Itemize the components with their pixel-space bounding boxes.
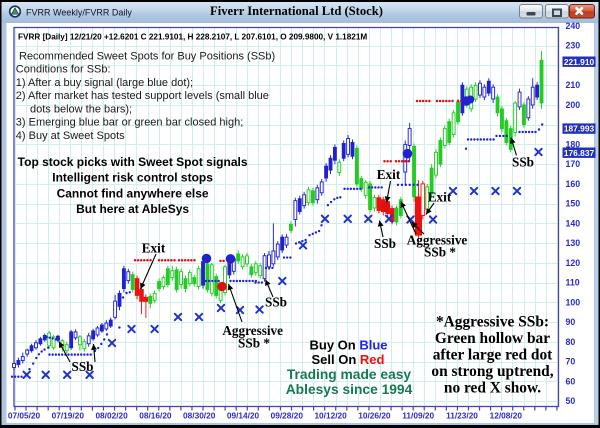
svg-text:3) Emerging blue bar or green: 3) Emerging blue bar or green bar closed… — [16, 117, 243, 129]
svg-text:130: 130 — [566, 238, 581, 248]
svg-text:Top stock picks with Sweet Spo: Top stock picks with Sweet Spot signals — [18, 155, 248, 169]
svg-text:10/26/20: 10/26/20 — [358, 411, 391, 421]
svg-text:70: 70 — [566, 357, 576, 367]
svg-text:SSb: SSb — [512, 155, 534, 170]
svg-text:60: 60 — [566, 376, 576, 386]
svg-text:SSb: SSb — [374, 236, 396, 251]
svg-text:SSb *: SSb * — [424, 245, 456, 260]
svg-text:09/14/20: 09/14/20 — [227, 411, 260, 421]
svg-text:after large red dot: after large red dot — [433, 347, 553, 364]
svg-text:240: 240 — [566, 21, 581, 31]
svg-text:4) Buy at Sweet Spots: 4) Buy at Sweet Spots — [16, 130, 125, 142]
svg-text:Sell On Red: Sell On Red — [312, 352, 385, 367]
svg-text:11/09/20: 11/09/20 — [402, 411, 434, 421]
svg-text:07/19/20: 07/19/20 — [52, 411, 85, 421]
svg-text:100: 100 — [566, 297, 581, 307]
svg-text:210: 210 — [566, 80, 581, 90]
svg-text:09/28/20: 09/28/20 — [271, 411, 304, 421]
svg-text:Green hollow bar: Green hollow bar — [435, 330, 550, 347]
svg-text:110: 110 — [566, 278, 580, 288]
svg-text:Ablesys since 1994: Ablesys since 1994 — [286, 382, 413, 397]
svg-text:1) After a buy signal (large b: 1) After a buy signal (large blue dot); — [16, 77, 193, 89]
svg-text:90: 90 — [566, 317, 576, 327]
svg-text:SSb: SSb — [71, 359, 93, 374]
svg-text:221.910: 221.910 — [564, 57, 595, 67]
svg-text:140: 140 — [566, 218, 581, 228]
svg-text:170: 170 — [566, 159, 581, 169]
svg-text:FVRR Weekly/FVRR Daily: FVRR Weekly/FVRR Daily — [26, 7, 132, 17]
svg-text:10/12/20: 10/12/20 — [314, 411, 347, 421]
svg-text:Exit: Exit — [142, 241, 166, 256]
svg-text:180: 180 — [566, 139, 581, 149]
svg-text:08/02/20: 08/02/20 — [95, 411, 128, 421]
svg-text:120: 120 — [566, 258, 581, 268]
svg-text:2) After market has tested sup: 2) After market has tested support level… — [16, 90, 269, 102]
svg-text:But here at AbleSys: But here at AbleSys — [76, 202, 189, 216]
svg-text:Aggressive: Aggressive — [222, 323, 283, 338]
svg-text:80: 80 — [566, 337, 576, 347]
svg-text:07/05/20: 07/05/20 — [8, 411, 41, 421]
svg-text:dots below the bars);: dots below the bars); — [30, 103, 132, 115]
svg-text:*Aggressive SSb:: *Aggressive SSb: — [436, 314, 549, 331]
svg-text:Fiverr International Ltd (Stoc: Fiverr International Ltd (Stock) — [210, 4, 383, 18]
svg-text:Trading made easy: Trading made easy — [287, 367, 412, 382]
svg-text:Exit: Exit — [377, 167, 401, 182]
svg-text:Intelligent risk control stops: Intelligent risk control stops — [52, 171, 213, 185]
svg-text:12/08/20: 12/08/20 — [490, 411, 523, 421]
svg-text:160: 160 — [566, 179, 581, 189]
svg-text:11/23/20: 11/23/20 — [446, 411, 478, 421]
svg-text:150: 150 — [566, 199, 581, 209]
svg-text:Recommended Sweet Spots for Bu: Recommended Sweet Spots for Buy Position… — [19, 50, 275, 62]
svg-text:08/30/20: 08/30/20 — [183, 411, 216, 421]
svg-text:Aggressive: Aggressive — [407, 232, 468, 247]
svg-text:Conditions for SSb:: Conditions for SSb: — [16, 64, 111, 76]
svg-text:SSb: SSb — [265, 295, 287, 310]
svg-text:on strong uptrend,: on strong uptrend, — [431, 363, 553, 380]
svg-text:176.837: 176.837 — [564, 148, 595, 158]
svg-text:no red X show.: no red X show. — [444, 380, 541, 397]
svg-text:Cannot find anywhere else: Cannot find anywhere else — [57, 186, 209, 200]
svg-text:200: 200 — [566, 100, 581, 110]
svg-text:187.993: 187.993 — [564, 124, 595, 134]
svg-text:Buy On Blue: Buy On Blue — [309, 338, 387, 353]
svg-text:50: 50 — [566, 396, 576, 406]
svg-text:230: 230 — [566, 41, 581, 51]
svg-text:FVRR [Daily] 12/21/20 +12.620: FVRR [Daily] 12/21/20 +12.6201 C 221.910… — [18, 33, 367, 42]
svg-text:SSb *: SSb * — [238, 336, 270, 351]
svg-text:08/16/20: 08/16/20 — [139, 411, 172, 421]
svg-text:Exit: Exit — [428, 190, 452, 205]
